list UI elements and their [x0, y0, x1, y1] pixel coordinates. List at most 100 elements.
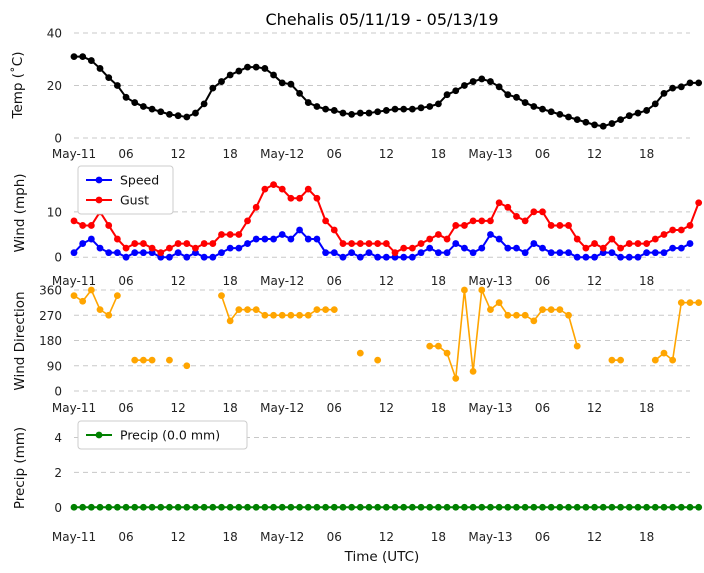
wind-speed-point: [200, 253, 208, 261]
wind-gust-point: [356, 240, 364, 247]
wind_dir-ytick-label: 360: [39, 284, 62, 298]
wind-gust-point: [226, 231, 234, 238]
temp-temp-point: [625, 112, 633, 120]
wind-gust-point: [478, 217, 486, 225]
precip-xtick-label: 18: [639, 530, 654, 544]
wind-speed-point: [452, 240, 460, 247]
wind-speed-point: [556, 249, 564, 257]
wind_dir-segment: [220, 295, 231, 322]
wind-xtick-label: 12: [379, 274, 394, 288]
wind_dir-direction-point: [356, 349, 364, 357]
precip-precip-0-0-mm--point: [296, 503, 303, 511]
temp-temp-point: [218, 78, 225, 85]
wind-ylabel: Wind (mph): [12, 173, 28, 252]
wind-gust-point: [183, 240, 191, 247]
wind_dir-xtick-label: 18: [639, 401, 654, 415]
temp-temp-point: [339, 109, 347, 117]
wind_dir-direction-point: [686, 299, 694, 307]
wind_dir-direction-point: [105, 311, 113, 319]
wind-speed-point: [174, 249, 182, 257]
precip-precip-0-0-mm--point: [695, 503, 703, 511]
wind-gust-point: [382, 240, 390, 247]
wind_dir-direction-point: [469, 367, 477, 375]
precip-precip-0-0-mm--point: [434, 503, 442, 511]
wind-legend-swatch-marker: [95, 196, 103, 204]
wind_dir-ytick-label: 270: [39, 309, 62, 323]
wind-speed-point: [521, 249, 529, 257]
precip-precip-0-0-mm--point: [573, 503, 581, 511]
wind-gust-point: [643, 240, 651, 247]
wind_dir-xtick-label: May-13: [468, 401, 512, 415]
precip-xtick-label: 18: [223, 530, 238, 544]
temp-temp-point: [651, 100, 659, 108]
precip-precip-0-0-mm--point: [148, 503, 156, 511]
wind-gust-point: [582, 244, 590, 252]
temp-temp-point: [417, 104, 425, 112]
wind_dir-xtick-label: 12: [379, 401, 394, 415]
precip-precip-0-0-mm--point: [322, 503, 330, 511]
wind-gust-point: [452, 222, 460, 229]
wind-gust-point: [235, 231, 243, 238]
temp-temp-point: [313, 103, 321, 110]
wind-gust-point: [261, 185, 269, 193]
wind-speed-point: [313, 235, 321, 243]
wind-gust-point: [556, 222, 564, 229]
wind_dir-direction-point: [183, 362, 191, 370]
wind-gust-point: [70, 217, 78, 225]
temp-temp-point: [617, 116, 624, 124]
temp-temp-point: [330, 107, 338, 114]
wind_dir-direction-point: [226, 317, 234, 325]
wind_dir-direction-point: [304, 311, 312, 319]
wind-xtick-label: 06: [118, 274, 133, 288]
precip-precip-0-0-mm--point: [365, 503, 373, 511]
wind-xtick-label: May-12: [260, 274, 304, 288]
precip-legend-swatch-marker: [95, 431, 103, 439]
precip-xtick-label: 12: [587, 530, 602, 544]
wind_dir-direction-point: [573, 342, 581, 350]
precip-precip-0-0-mm--point: [461, 503, 468, 511]
precip-precip-0-0-mm--point: [374, 503, 382, 511]
precip-precip-0-0-mm--point: [261, 503, 269, 511]
wind-gust-point: [530, 208, 538, 216]
wind-speed-point: [625, 253, 633, 261]
precip-xtick-label: May-11: [52, 530, 96, 544]
precip-precip-0-0-mm--point: [70, 503, 78, 511]
temp-temp-point: [166, 110, 173, 118]
wind_dir-direction-point: [434, 342, 442, 350]
temp-temp-point: [539, 105, 546, 113]
temp-temp-point: [582, 118, 590, 126]
precip-precip-0-0-mm--point: [218, 503, 225, 511]
temp-xtick-label: 18: [639, 147, 654, 161]
wind-speed-point: [608, 249, 616, 257]
wind_dir-direction-point: [565, 311, 572, 319]
wind_dir-direction-point: [140, 356, 147, 364]
wind-speed-point: [417, 249, 425, 257]
temp-xtick-label: May-13: [468, 147, 512, 161]
wind-speed-point: [400, 253, 408, 261]
precip-precip-0-0-mm--point: [521, 503, 529, 511]
wind_dir-direction-point: [461, 286, 468, 294]
wind-xtick-label: 06: [535, 274, 550, 288]
temp-temp-point: [669, 84, 677, 92]
wind-speed-point: [513, 244, 520, 252]
wind-speed-point: [235, 244, 243, 252]
temp-temp-point: [157, 108, 165, 116]
wind-speed-point: [365, 249, 373, 257]
wind_dir-direction-point: [330, 306, 338, 314]
wind-legend-label: Speed: [120, 173, 159, 188]
wind-speed-point: [79, 240, 87, 247]
precip-precip-0-0-mm--point: [443, 503, 451, 511]
wind-speed-point: [408, 253, 416, 261]
wind-speed-point: [591, 253, 598, 261]
precip-precip-0-0-mm--point: [339, 503, 347, 511]
precip-precip-0-0-mm--point: [556, 503, 564, 511]
wind-gust-point: [677, 226, 685, 234]
precip-precip-0-0-mm--point: [625, 503, 633, 511]
wind-gust-point: [469, 217, 477, 225]
wind-gust-point: [417, 240, 425, 247]
wind-gust-point: [660, 231, 668, 238]
wind_dir-segment: [90, 289, 101, 310]
wind-xtick-label: 18: [639, 274, 654, 288]
